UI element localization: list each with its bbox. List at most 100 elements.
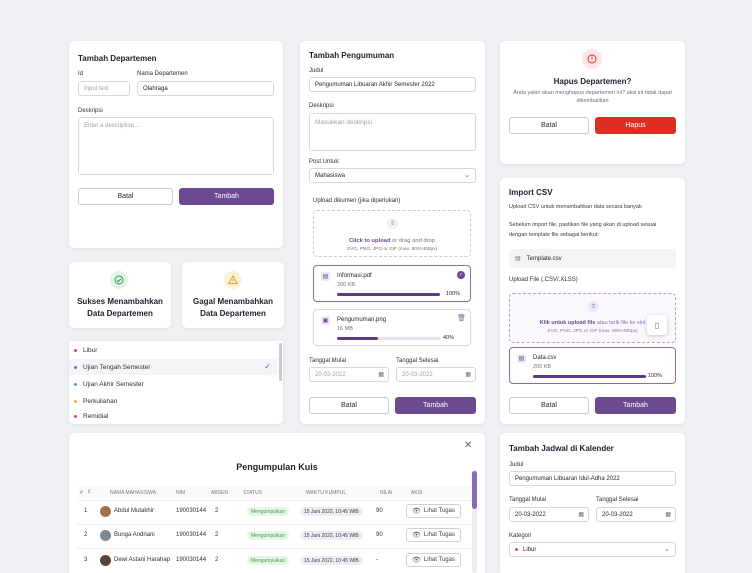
- deskripsi-textarea[interactable]: Masukkan deskripsi: [309, 113, 476, 151]
- list-item[interactable]: Ujian Tengah Semester ✓: [69, 359, 277, 375]
- student-name: Dewi Astani Harahap: [114, 557, 171, 563]
- dialog-message: Anda yakin akan menghapus departemen ini…: [513, 90, 672, 96]
- tanggal-mulai-input[interactable]: 20-03-2022 ▦: [309, 367, 389, 382]
- upload-hint: SVG, PNG, JPG or GIF (max. 800×400px): [547, 329, 638, 334]
- row-divider: [77, 524, 471, 525]
- upload-dropzone[interactable]: ⇧ Klik untuk upload file atau tarik file…: [509, 293, 676, 343]
- tambah-button[interactable]: Tambah: [595, 397, 676, 414]
- status-badge: Mengumpulkan: [247, 556, 290, 565]
- upload-dropzone[interactable]: ⇧ Click to upload or drag and drop SVG, …: [313, 210, 471, 257]
- table-header: [77, 486, 471, 499]
- file-name: Data.csv: [533, 355, 557, 361]
- progress-text: 40%: [442, 335, 454, 341]
- tambah-button[interactable]: Tambah: [179, 188, 274, 205]
- file-icon: ▤: [517, 354, 526, 363]
- list-item[interactable]: Ujian Akhir Semester: [69, 376, 277, 392]
- nama-departemen-label: Nama Departemen: [137, 71, 188, 77]
- batal-button[interactable]: Batal: [509, 117, 589, 134]
- judul-input[interactable]: Pengumuman Libuaran Idul-Adha 2022: [509, 471, 676, 486]
- list-item[interactable]: Remidial: [69, 409, 277, 424]
- dragging-file-icon: ▯: [647, 315, 667, 335]
- list-item[interactable]: Libur: [69, 342, 277, 358]
- chevron-down-icon: ⌄: [464, 172, 470, 179]
- template-file-link[interactable]: ▤ Template.csv: [509, 249, 676, 268]
- row-divider: [77, 500, 471, 501]
- id-input[interactable]: Input text: [78, 81, 130, 96]
- nilai: 90: [376, 508, 383, 514]
- deskripsi-label: Deskripsi: [78, 108, 103, 114]
- file-size: 200 KB: [337, 282, 356, 288]
- progress-bar: [533, 375, 646, 378]
- category-dot: [74, 365, 77, 369]
- col-aksi: AKSI: [411, 490, 423, 496]
- col-nim: NIM: [176, 490, 186, 496]
- lihat-tugas-button[interactable]: 👁 Lihat Tugas: [406, 528, 461, 542]
- nim: 190030144: [176, 532, 207, 538]
- file-card: ▤ Informasi.pdf 200 KB ✓ 100%: [313, 265, 471, 302]
- col-absen: ABSEN: [211, 490, 228, 496]
- tambah-pengumuman-card: Tambah Pengumuman Judul Pengumuman Libua…: [300, 41, 485, 424]
- tanggal-selesai-label: Tanggal Selesai: [596, 497, 639, 503]
- calendar-icon: ▦: [578, 512, 584, 518]
- judul-label: Judul: [509, 462, 524, 468]
- close-icon[interactable]: ✕: [464, 440, 473, 451]
- nilai: -: [376, 557, 378, 563]
- avatar: [100, 555, 111, 566]
- eye-icon: 👁: [412, 557, 421, 564]
- batal-button[interactable]: Batal: [509, 397, 589, 414]
- list-item[interactable]: Perkuliahan: [69, 393, 277, 409]
- scrollbar[interactable]: [472, 471, 477, 509]
- post-select[interactable]: Mahasiswa ⌄: [309, 168, 476, 183]
- fail-message: Gagal Menambahkan Data Departemen: [192, 297, 274, 318]
- category-dot: [74, 348, 77, 352]
- click-to-upload-link[interactable]: Click to upload: [348, 238, 391, 244]
- category-dropdown-list: Libur Ujian Tengah Semester ✓ Ujian Akhi…: [69, 341, 283, 424]
- file-icon: ▤: [321, 272, 330, 281]
- row-divider: [77, 548, 471, 549]
- trash-icon[interactable]: 🗑: [457, 315, 466, 322]
- deskripsi-textarea[interactable]: Enter a description...: [78, 117, 274, 175]
- click-to-upload-link[interactable]: Klik untuk upload file: [539, 320, 596, 326]
- pengumpulan-kuis-card: ✕ Pengumpulan Kuis # ⇕ NAMA MAHASISWA NI…: [69, 433, 485, 573]
- hapus-button[interactable]: Hapus: [595, 117, 676, 134]
- nama-departemen-input[interactable]: Olahraga: [137, 81, 274, 96]
- row-number: 1: [84, 508, 88, 514]
- absen: 2: [215, 557, 219, 563]
- progress-bar: [337, 293, 440, 296]
- kategori-label: Kategori: [509, 533, 532, 539]
- row-number: 3: [84, 557, 88, 563]
- avatar: [100, 530, 111, 541]
- dialog-title: Hapus Departemen?: [553, 77, 632, 86]
- lihat-tugas-button[interactable]: 👁 Lihat Tugas: [406, 504, 461, 518]
- template-info-2: dengan template file sebagai berikut:: [509, 232, 599, 238]
- image-file-icon: ▣: [321, 316, 330, 325]
- file-name: Pengumuman.png: [337, 317, 387, 323]
- check-circle-icon: ✓: [457, 271, 465, 279]
- file-name: Informasi.pdf: [337, 273, 372, 279]
- scrollbar[interactable]: [279, 343, 282, 381]
- category-dot: [515, 548, 518, 551]
- tambah-jadwal-card: Tambah Jadwal di Kalender Judul Pengumum…: [500, 433, 685, 573]
- kategori-select[interactable]: Libur ⌄: [509, 542, 676, 557]
- tanggal-mulai-input[interactable]: 20-03-2022 ▦: [509, 507, 589, 522]
- upload-cloud-icon: ⇧: [387, 218, 398, 229]
- sort-icon[interactable]: ⇕: [87, 489, 92, 495]
- batal-button[interactable]: Batal: [309, 397, 389, 414]
- lihat-tugas-button[interactable]: 👁 Lihat Tugas: [406, 553, 461, 567]
- progress-text: 100%: [445, 291, 460, 297]
- tanggal-selesai-input[interactable]: 20-03-2022 ▦: [596, 507, 676, 522]
- upload-cloud-icon: ⇧: [588, 301, 599, 312]
- col-status: STATUS: [243, 490, 262, 496]
- judul-input[interactable]: Pengumuman Libuaran Akhir Semester 2022: [309, 77, 476, 92]
- tambah-departemen-card: Tambah Departemen Id Input text Nama Dep…: [69, 41, 283, 248]
- nim: 190030144: [176, 508, 207, 514]
- batal-button[interactable]: Batal: [78, 188, 173, 205]
- student-name: Abdul Mutakhir: [114, 508, 155, 514]
- dialog-message-2: dikembalikan: [576, 98, 609, 104]
- tambah-button[interactable]: Tambah: [395, 397, 476, 414]
- col-no[interactable]: #: [80, 490, 83, 496]
- check-circle-icon: [110, 271, 128, 289]
- tanggal-selesai-input[interactable]: 20-03-2022 ▦: [396, 367, 476, 382]
- judul-label: Judul: [309, 68, 324, 74]
- hapus-departemen-dialog: Hapus Departemen? Anda yakin akan mengha…: [500, 41, 685, 164]
